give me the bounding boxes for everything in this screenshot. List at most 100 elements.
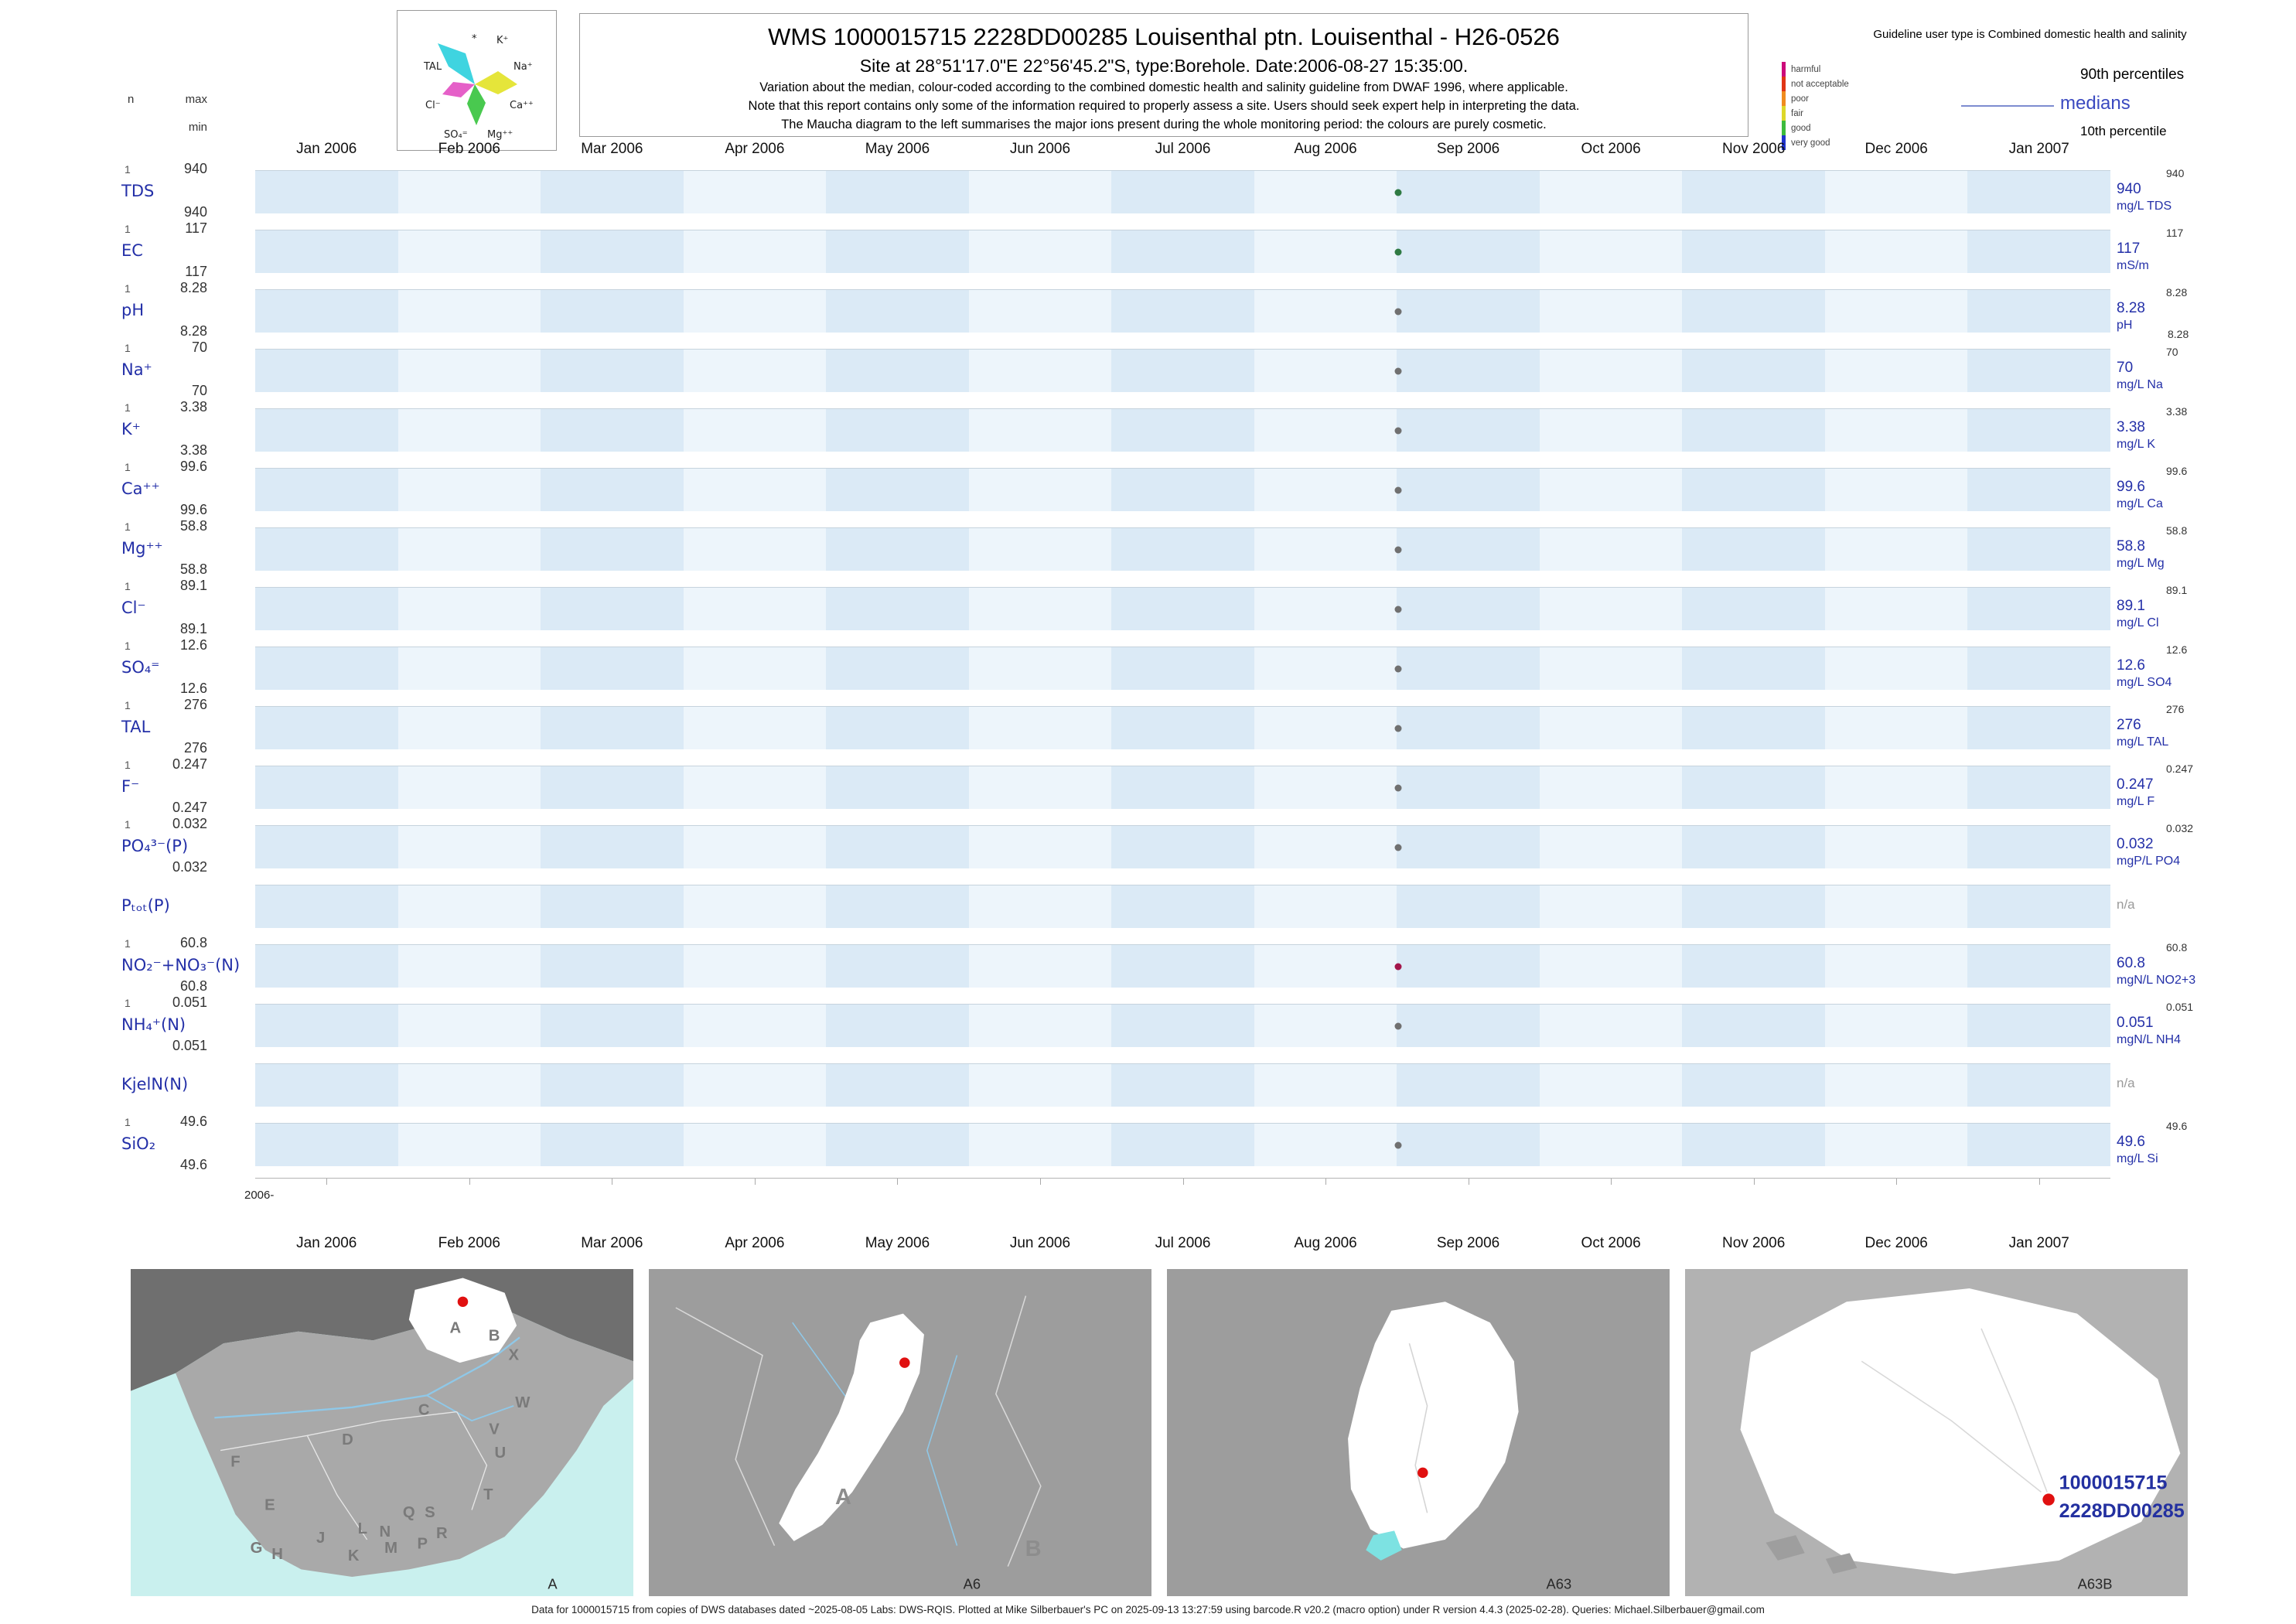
- map-a-svg: A BX W C VU D T F E Q SR L N J M P G H K A: [131, 1269, 633, 1596]
- month-stripe: [1539, 469, 1683, 511]
- month-stripe: [1967, 230, 2110, 273]
- month-stripe: [1254, 230, 1397, 273]
- parameter-label: TAL: [121, 717, 151, 736]
- timeseries-band: [255, 1123, 2110, 1166]
- row-statistics: 58.8 58.8 mg/L Mg: [2117, 518, 2294, 578]
- month-stripe: [255, 409, 398, 452]
- month-stripe: [826, 707, 969, 749]
- month-stripe: [1682, 290, 1825, 333]
- month-label: Oct 2006: [1581, 141, 1641, 157]
- month-stripe: [1967, 945, 2110, 988]
- month-stripe: [1397, 826, 1540, 868]
- column-header-n: n: [128, 93, 135, 106]
- legend-level: harmful: [1782, 62, 1849, 77]
- parameter-row: 1 8.28 pH 8.28 8.28 8.28 pH 8.28: [0, 280, 2296, 340]
- region-letter: W: [515, 1394, 531, 1411]
- sample-dot: [1394, 248, 1402, 255]
- parameter-label: TDS: [121, 181, 155, 200]
- month-stripe: [1254, 350, 1397, 392]
- parameter-row: 1 58.8 Mg⁺⁺ 58.8 58.8 58.8 mg/L Mg: [0, 518, 2296, 578]
- month-stripe: [397, 409, 541, 452]
- month-stripe: [1682, 230, 1825, 273]
- unit-label: mgN/L NH4: [2117, 1033, 2181, 1046]
- axis-tick: [469, 1179, 470, 1185]
- page-title: WMS 1000015715 2228DD00285 Louisenthal p…: [768, 23, 1560, 50]
- month-stripe: [1967, 469, 2110, 511]
- row-sample-count: 1: [125, 818, 131, 831]
- month-stripe: [1397, 1124, 1540, 1166]
- month-stripe: [1111, 469, 1254, 511]
- month-stripe: [541, 350, 684, 392]
- month-stripe: [968, 707, 1112, 749]
- month-stripe: [1397, 290, 1540, 333]
- month-stripe: [541, 409, 684, 452]
- row-statistics: 0.032 0.032 mgP/L PO4: [2117, 816, 2294, 875]
- row-max-value: 89.1: [179, 578, 207, 593]
- month-stripe: [826, 588, 969, 630]
- parameter-label: EC: [121, 241, 143, 260]
- month-stripe: [1682, 350, 1825, 392]
- month-stripe: [1539, 707, 1683, 749]
- unit-label: mgP/L PO4: [2117, 855, 2181, 868]
- month-stripe: [1824, 409, 1968, 452]
- month-stripe: [683, 1064, 827, 1107]
- month-stripe: [255, 647, 398, 690]
- region-letter: N: [380, 1523, 391, 1540]
- row-sample-count: 1: [125, 342, 131, 354]
- timeseries-band: [255, 527, 2110, 571]
- month-stripe: [255, 350, 398, 392]
- row-min-value: 70: [191, 383, 207, 398]
- region-letter: P: [417, 1536, 428, 1553]
- month-stripe: [683, 350, 827, 392]
- month-stripe: [1539, 647, 1683, 690]
- month-label: Aug 2006: [1294, 1235, 1357, 1251]
- p90-value: 49.6: [2166, 1120, 2188, 1132]
- region-letter: C: [418, 1401, 430, 1418]
- month-stripe: [1682, 409, 1825, 452]
- sample-dot: [1394, 427, 1402, 434]
- maucha-label-k: K⁺: [496, 35, 508, 46]
- month-stripe: [1824, 230, 1968, 273]
- month-label: Dec 2006: [1864, 1235, 1928, 1251]
- month-stripe: [1111, 230, 1254, 273]
- month-stripe: [1824, 1064, 1968, 1107]
- month-stripe: [1111, 945, 1254, 988]
- p90-value: 89.1: [2166, 584, 2188, 596]
- row-max-value: 60.8: [179, 935, 207, 950]
- month-stripe: [1824, 707, 1968, 749]
- row-sample-count: 1: [125, 699, 131, 711]
- month-stripe: [1539, 409, 1683, 452]
- month-stripe: [1397, 588, 1540, 630]
- note-disclaimer: Note that this report contains only some…: [748, 99, 1580, 113]
- month-label: Sep 2006: [1436, 1235, 1500, 1251]
- row-statistics: 0.247 0.247 mg/L F: [2117, 756, 2294, 816]
- median-value: 0.051: [2117, 1015, 2154, 1031]
- map-a63b-svg: 1000015715 2228DD00285 A63B: [1685, 1269, 2188, 1596]
- timeseries-band: [255, 587, 2110, 630]
- region-letter: K: [348, 1547, 360, 1564]
- parameter-row: 1 3.38 K⁺ 3.38 3.38 3.38 mg/L K: [0, 399, 2296, 459]
- maucha-wedge-cyan: [438, 43, 475, 84]
- parameter-row: 1 60.8 NO₂⁻+NO₃⁻(N) 60.8 60.8 60.8 mgN/L…: [0, 935, 2296, 995]
- month-stripe: [1682, 647, 1825, 690]
- row-sample-count: 1: [125, 163, 131, 176]
- month-label: Dec 2006: [1864, 141, 1928, 157]
- month-stripe: [1111, 647, 1254, 690]
- sub-region-patch: [1765, 1535, 1805, 1561]
- p90-value: 99.6: [2166, 465, 2188, 477]
- axis-partial-year-label: 2006-: [244, 1189, 275, 1202]
- month-stripe: [1967, 885, 2110, 928]
- p90-value: 58.8: [2166, 524, 2188, 537]
- legend-color-swatch: [1782, 135, 1786, 150]
- maucha-wedge-yellow: [475, 71, 517, 94]
- month-stripe: [1397, 171, 1540, 213]
- month-stripe: [1824, 290, 1968, 333]
- month-label: Apr 2006: [725, 141, 785, 157]
- unit-label: mgN/L NO2+3: [2117, 974, 2196, 987]
- parameter-row: 1 0.247 F⁻ 0.247 0.247 0.247 mg/L F: [0, 756, 2296, 816]
- row-statistics: 70 70 mg/L Na: [2117, 339, 2294, 399]
- row-max-value: 99.6: [179, 459, 207, 474]
- month-stripe: [826, 171, 969, 213]
- month-stripe: [255, 588, 398, 630]
